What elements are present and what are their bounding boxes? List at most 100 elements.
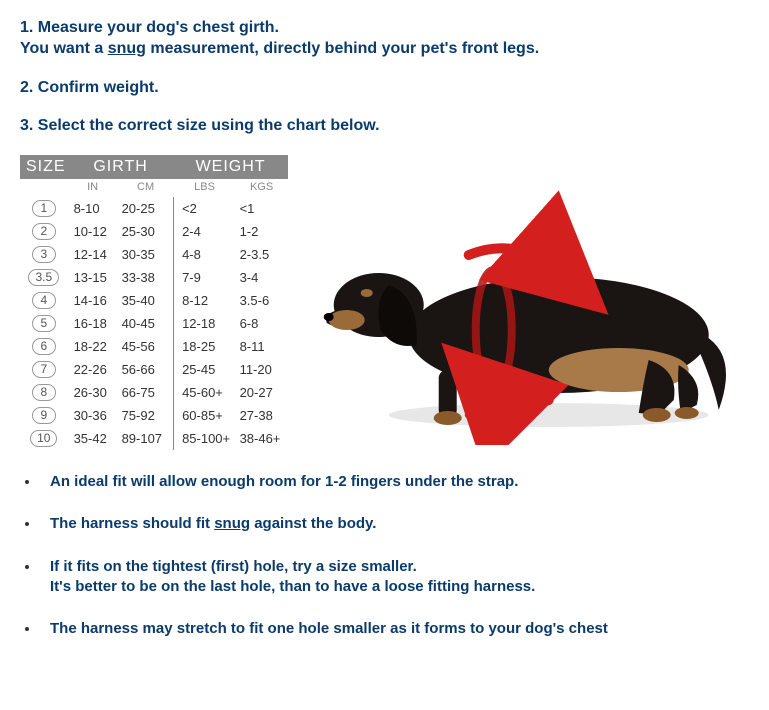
size-pill: 2 <box>32 223 56 240</box>
cell-size: 10 <box>20 427 68 450</box>
tip-item: An ideal fit will allow enough room for … <box>40 472 749 492</box>
cell-kgs: 1-2 <box>236 220 288 243</box>
cell-cm: 40-45 <box>118 312 174 335</box>
tip-item: If it fits on the tightest (first) hole,… <box>40 557 749 598</box>
cell-size: 3.5 <box>20 266 68 289</box>
table-row: 3.5 13-1533-387-93-4 <box>20 266 288 289</box>
cell-in: 8-10 <box>68 197 118 220</box>
cell-size: 3 <box>20 243 68 266</box>
cell-lbs: 4-8 <box>174 243 236 266</box>
tip-line2: It's better to be on the last hole, than… <box>50 578 535 595</box>
cell-cm: 35-40 <box>118 289 174 312</box>
cell-lbs: 25-45 <box>174 358 236 381</box>
step-2-label: 2. Confirm weight. <box>20 79 159 96</box>
table-subheader-row: IN CM LBS KGS <box>20 179 288 197</box>
size-pill: 3.5 <box>28 269 59 286</box>
cell-size: 4 <box>20 289 68 312</box>
cell-kgs: 11-20 <box>236 358 288 381</box>
tip-item: The harness may stretch to fit one hole … <box>40 619 749 639</box>
cell-kgs: 6-8 <box>236 312 288 335</box>
cell-size: 5 <box>20 312 68 335</box>
cell-kgs: <1 <box>236 197 288 220</box>
table-row: 6 18-2245-5618-258-11 <box>20 335 288 358</box>
size-pill: 4 <box>32 292 56 309</box>
cell-cm: 66-75 <box>118 381 174 404</box>
tip-u: snug <box>214 515 250 532</box>
cell-in: 18-22 <box>68 335 118 358</box>
tips-list: An ideal fit will allow enough room for … <box>20 472 749 639</box>
table-header-row: SIZE GIRTH WEIGHT <box>20 155 288 179</box>
subheader-kgs: KGS <box>236 179 288 197</box>
table-row: 414-1635-408-123.5-6 <box>20 289 288 312</box>
step-2: 2. Confirm weight. <box>20 78 749 99</box>
cell-in: 35-42 <box>68 427 118 450</box>
size-pill: 6 <box>32 338 56 355</box>
step-1-u: snug <box>108 40 146 57</box>
cell-in: 22-26 <box>68 358 118 381</box>
subheader-in: IN <box>68 179 118 197</box>
cell-lbs: 85-100+ <box>174 427 236 450</box>
cell-cm: 20-25 <box>118 197 174 220</box>
table-row: 1035-4289-10785-100+38-46+ <box>20 427 288 450</box>
cell-size: 9 <box>20 404 68 427</box>
step-1-post: measurement, directly behind your pet's … <box>146 40 539 57</box>
cell-size: 1 <box>20 197 68 220</box>
size-chart-table: SIZE GIRTH WEIGHT IN CM LBS KGS 18-1020-… <box>20 155 288 450</box>
cell-in: 26-30 <box>68 381 118 404</box>
cell-kgs: 27-38 <box>236 404 288 427</box>
step-1-line2: You want a snug measurement, directly be… <box>20 39 749 60</box>
cell-in: 13-15 <box>68 266 118 289</box>
cell-cm: 75-92 <box>118 404 174 427</box>
size-pill: 10 <box>30 430 57 447</box>
table-row: 7 22-2656-6625-4511-20 <box>20 358 288 381</box>
cell-size: 7 <box>20 358 68 381</box>
dog-svg <box>308 185 749 445</box>
cell-kgs: 3-4 <box>236 266 288 289</box>
step-3: 3. Select the correct size using the cha… <box>20 116 749 137</box>
cell-cm: 45-56 <box>118 335 174 358</box>
cell-lbs: 18-25 <box>174 335 236 358</box>
tip-pre: The harness should fit <box>50 515 214 532</box>
step-3-label: 3. Select the correct size using the cha… <box>20 117 380 134</box>
cell-cm: 30-35 <box>118 243 174 266</box>
cell-lbs: 8-12 <box>174 289 236 312</box>
cell-lbs: 7-9 <box>174 266 236 289</box>
header-weight: WEIGHT <box>174 155 288 179</box>
table-body: 18-1020-25<2<1210-1225-302-41-2312-1430-… <box>20 197 288 450</box>
step-1-pre: You want a <box>20 40 108 57</box>
subheader-lbs: LBS <box>174 179 236 197</box>
cell-size: 2 <box>20 220 68 243</box>
cell-cm: 25-30 <box>118 220 174 243</box>
cell-cm: 56-66 <box>118 358 174 381</box>
cell-kgs: 8-11 <box>236 335 288 358</box>
cell-in: 12-14 <box>68 243 118 266</box>
table-row: 312-1430-354-82-3.5 <box>20 243 288 266</box>
subheader-cm: CM <box>118 179 174 197</box>
header-girth: GIRTH <box>68 155 174 179</box>
step-1: 1. Measure your dog's chest girth. You w… <box>20 18 749 60</box>
cell-kgs: 38-46+ <box>236 427 288 450</box>
tip-line1: If it fits on the tightest (first) hole,… <box>50 558 417 575</box>
table-row: 1 8-1020-25<2<1 <box>20 197 288 220</box>
cell-lbs: <2 <box>174 197 236 220</box>
cell-lbs: 12-18 <box>174 312 236 335</box>
cell-cm: 33-38 <box>118 266 174 289</box>
size-pill: 1 <box>32 200 56 217</box>
cell-lbs: 60-85+ <box>174 404 236 427</box>
step-1-line1: 1. Measure your dog's chest girth. <box>20 18 749 39</box>
cell-in: 10-12 <box>68 220 118 243</box>
table-row: 516-1840-4512-186-8 <box>20 312 288 335</box>
cell-lbs: 2-4 <box>174 220 236 243</box>
size-pill: 7 <box>32 361 56 378</box>
subheader-empty <box>20 179 68 197</box>
tip-post: against the body. <box>250 515 376 532</box>
cell-in: 30-36 <box>68 404 118 427</box>
cell-in: 14-16 <box>68 289 118 312</box>
cell-size: 6 <box>20 335 68 358</box>
tip-item: The harness should fit snug against the … <box>40 514 749 534</box>
table-row: 2 10-1225-302-41-2 <box>20 220 288 243</box>
size-pill: 3 <box>32 246 56 263</box>
cell-kgs: 20-27 <box>236 381 288 404</box>
dog-illustration <box>308 185 749 445</box>
content-row: SIZE GIRTH WEIGHT IN CM LBS KGS 18-1020-… <box>20 155 749 450</box>
